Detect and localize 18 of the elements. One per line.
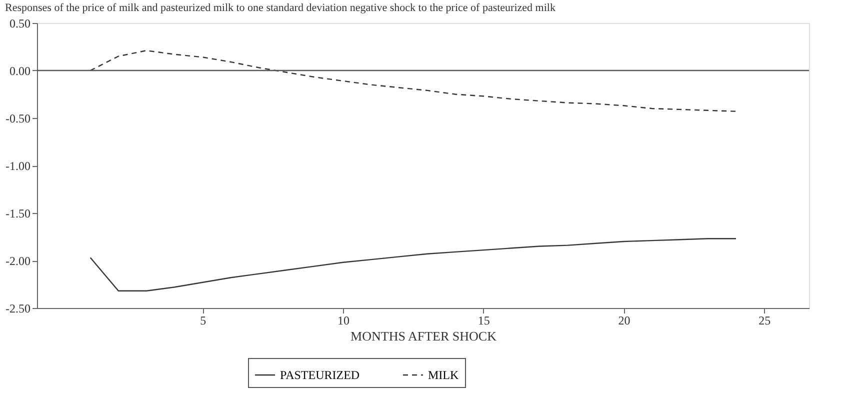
x-tick-label: 10 [337,314,350,328]
x-tick-label: 25 [758,314,771,328]
x-tick-label: 5 [200,314,206,328]
x-tick-label: 15 [478,314,490,328]
x-tick-label: 20 [618,314,630,328]
legend-label: PASTEURIZED [280,368,360,382]
x-axis-title: MONTHS AFTER SHOCK [350,328,498,344]
line-series [90,50,737,112]
line-series [90,238,737,292]
chart-title: Responses of the price of milk and pasteurized milk to one standard deviation negative shock to the price of pasteurized milk [5,2,556,14]
y-tick-label: -1.00 [6,159,30,173]
y-tick-label: -2.00 [6,254,30,268]
y-tick-label: -1.50 [6,206,30,220]
legend-label: MILK [428,368,459,382]
y-tick-label: 0.50 [10,16,30,30]
y-tick-label: 0.00 [10,64,30,78]
y-tick-label: -2.50 [6,302,30,316]
y-tick-label: -0.50 [6,112,30,126]
